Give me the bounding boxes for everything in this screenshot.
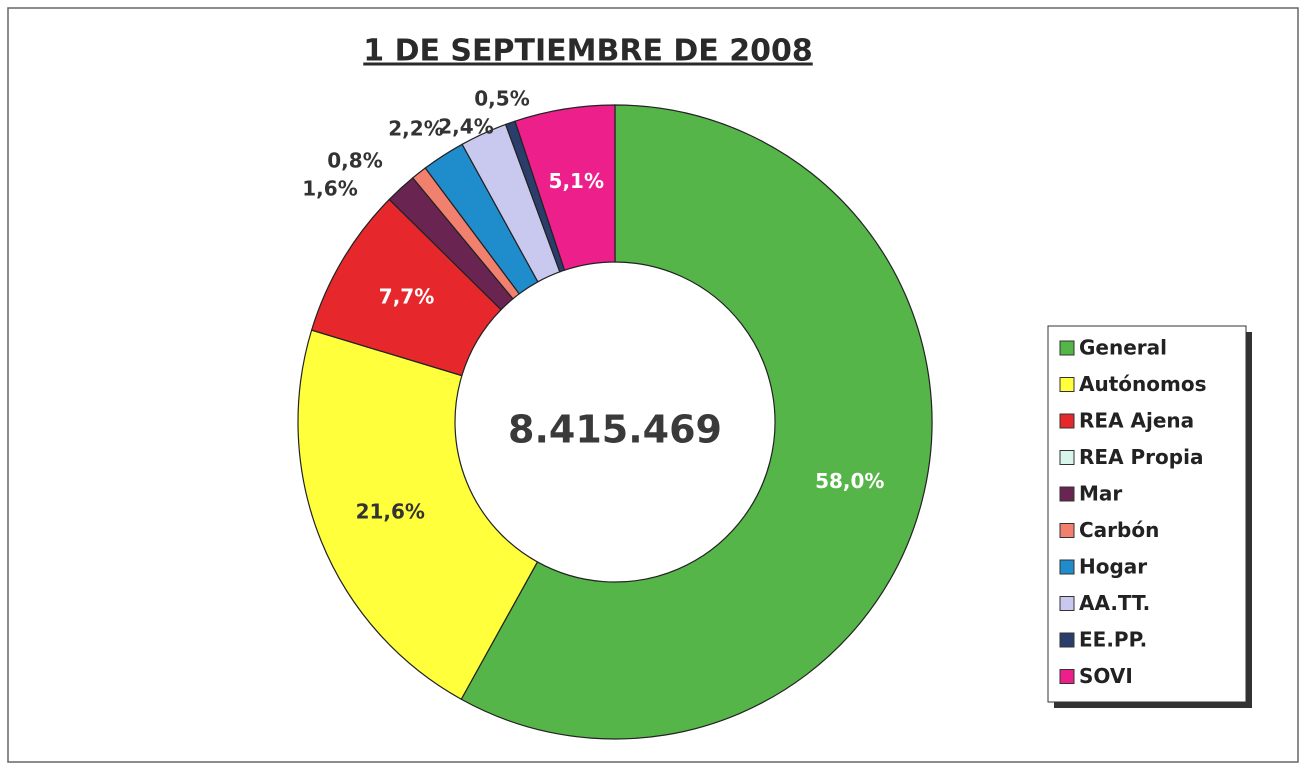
data-label: 7,7% xyxy=(379,285,434,309)
data-label: 21,6% xyxy=(356,500,425,524)
legend-swatch xyxy=(1059,669,1075,684)
legend-swatch xyxy=(1059,340,1075,356)
legend-label: REA Propia xyxy=(1079,445,1203,469)
data-label: 5,1% xyxy=(549,169,604,193)
data-label: 1,6% xyxy=(302,177,357,201)
legend-swatch xyxy=(1059,450,1075,465)
legend-swatch xyxy=(1059,486,1075,502)
data-label: 2,4% xyxy=(438,115,493,139)
legend xyxy=(1047,325,1247,703)
legend-swatch xyxy=(1059,559,1075,575)
legend-label: General xyxy=(1079,336,1167,360)
data-label: 58,0% xyxy=(815,469,884,493)
legend-swatch xyxy=(1059,377,1075,392)
frame xyxy=(7,7,1299,763)
slice xyxy=(297,329,539,701)
legend-label: Carbón xyxy=(1079,518,1159,542)
center-label: 8.415.469 xyxy=(508,408,722,452)
data-label: 0,8% xyxy=(327,149,382,173)
legend-swatch xyxy=(1059,523,1075,538)
legend-label: EE.PP. xyxy=(1079,628,1147,652)
pie xyxy=(297,104,933,740)
chart-title: 1 DE SEPTIEMBRE DE 2008 xyxy=(363,34,812,69)
legend-label: Hogar xyxy=(1079,555,1147,579)
legend-label: AA.TT. xyxy=(1079,591,1150,615)
legend-label: Mar xyxy=(1079,482,1122,506)
legend-label: REA Ajena xyxy=(1079,409,1194,433)
legend-label: SOVI xyxy=(1079,664,1133,688)
slice xyxy=(460,104,933,740)
data-label: 2,2% xyxy=(388,117,443,141)
legend-swatch xyxy=(1059,413,1075,429)
slice xyxy=(514,104,616,271)
data-label: 0,5% xyxy=(474,87,529,111)
legend-swatch xyxy=(1059,596,1075,611)
legend-swatch xyxy=(1059,632,1075,648)
legend-label: Autónomos xyxy=(1079,372,1206,396)
